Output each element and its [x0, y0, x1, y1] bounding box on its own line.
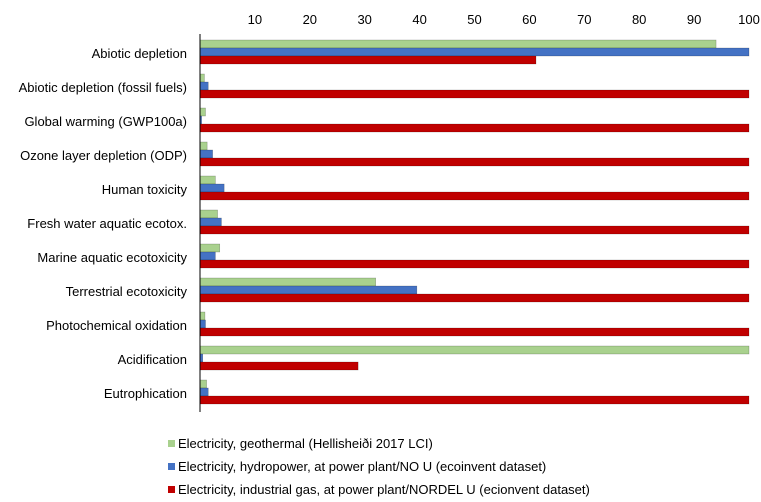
bar-industrial-gas — [199, 259, 750, 269]
x-axis-ticks: 10 20 30 40 50 60 70 80 90 100 — [248, 12, 760, 27]
bar-industrial-gas — [199, 225, 750, 235]
category-label: Eutrophication — [104, 386, 187, 401]
category-label: Terrestrial ecotoxicity — [66, 284, 188, 299]
legend-item-geothermal: Electricity, geothermal (Hellisheiði 201… — [168, 432, 590, 454]
x-tick-label: 70 — [577, 12, 591, 27]
category-label: Photochemical oxidation — [46, 318, 187, 333]
category-label: Human toxicity — [102, 182, 188, 197]
bar-hydropower — [199, 387, 209, 397]
x-tick-label: 60 — [522, 12, 536, 27]
bar-geothermal — [199, 311, 206, 321]
x-tick-label: 90 — [687, 12, 701, 27]
bar-geothermal — [199, 39, 717, 49]
legend-label-industrial-gas: Electricity, industrial gas, at power pl… — [178, 481, 590, 497]
category-label: Abiotic depletion — [92, 46, 187, 61]
bar-hydropower — [199, 285, 418, 295]
bar-geothermal — [199, 175, 216, 185]
bar-hydropower — [199, 149, 213, 159]
bar-industrial-gas — [199, 361, 359, 371]
bar-industrial-gas — [199, 55, 537, 65]
bar-geothermal — [199, 209, 218, 219]
bar-industrial-gas — [199, 89, 750, 99]
x-tick-label: 80 — [632, 12, 646, 27]
x-tick-label: 100 — [738, 12, 760, 27]
bar-hydropower — [199, 47, 750, 57]
legend: Electricity, geothermal (Hellisheiði 201… — [168, 432, 590, 501]
legend-item-industrial-gas: Electricity, industrial gas, at power pl… — [168, 478, 590, 500]
category-label: Ozone layer depletion (ODP) — [20, 148, 187, 163]
bar-industrial-gas — [199, 293, 750, 303]
bar-geothermal — [199, 107, 206, 117]
bar-geothermal — [199, 379, 207, 389]
legend-item-hydropower: Electricity, hydropower, at power plant/… — [168, 455, 590, 477]
x-tick-label: 30 — [357, 12, 371, 27]
bar-chart: 10 20 30 40 50 60 70 80 90 100 Abiotic depletionA… — [19, 12, 760, 412]
bars — [199, 39, 750, 405]
x-tick-label: 50 — [467, 12, 481, 27]
category-label: Marine aquatic ecotoxicity — [37, 250, 187, 265]
legend-swatch-hydropower — [168, 462, 175, 470]
bar-geothermal — [199, 73, 205, 83]
bar-industrial-gas — [199, 191, 750, 201]
bar-industrial-gas — [199, 157, 750, 167]
bar-geothermal — [199, 243, 221, 253]
bar-industrial-gas — [199, 395, 750, 405]
category-label: Acidification — [118, 352, 187, 367]
bar-hydropower — [199, 183, 225, 193]
category-label: Abiotic depletion (fossil fuels) — [19, 80, 187, 95]
bar-hydropower — [199, 319, 206, 329]
legend-label-geothermal: Electricity, geothermal (Hellisheiði 201… — [178, 435, 433, 451]
category-label: Fresh water aquatic ecotox. — [27, 216, 187, 231]
bar-geothermal — [199, 277, 376, 287]
bar-hydropower — [199, 81, 209, 91]
legend-swatch-geothermal — [168, 439, 175, 447]
bar-hydropower — [199, 217, 222, 227]
legend-label-hydropower: Electricity, hydropower, at power plant/… — [178, 458, 547, 474]
bar-geothermal — [199, 345, 750, 355]
category-label: Global warming (GWP100a) — [24, 114, 187, 129]
legend-swatch-industrial-gas — [168, 485, 175, 493]
category-labels: Abiotic depletion Abiotic depletion (foss… — [19, 46, 188, 401]
x-tick-label: 20 — [303, 12, 317, 27]
bar-industrial-gas — [199, 327, 750, 337]
bar-hydropower — [199, 251, 216, 261]
bar-geothermal — [199, 141, 208, 151]
x-tick-label: 40 — [412, 12, 426, 27]
bar-industrial-gas — [199, 123, 750, 133]
x-tick-label: 10 — [248, 12, 262, 27]
